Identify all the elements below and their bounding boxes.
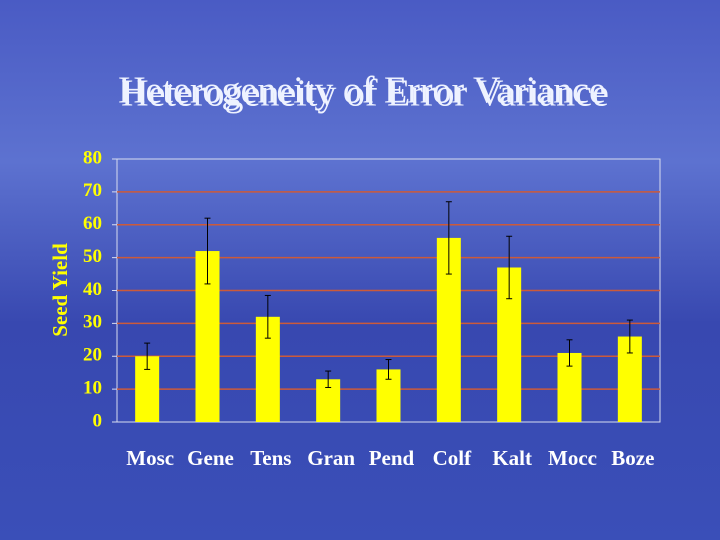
y-axis-label: Seed Yield	[48, 243, 72, 337]
error-bar	[144, 342, 151, 370]
error-bar	[385, 359, 392, 380]
x-tick-label: Gene	[187, 446, 234, 470]
x-tick-label: Mosc	[126, 446, 174, 470]
x-tick-label: Pend	[369, 446, 415, 470]
y-tick-label: 0	[93, 410, 103, 431]
chart-title: Heterogeneity of Error Variance	[118, 70, 606, 112]
y-tick-label: 60	[83, 213, 102, 234]
x-tick-label: Colf	[433, 446, 473, 470]
error-bar	[264, 294, 271, 339]
y-tick-label: 10	[83, 377, 102, 398]
y-tick-label: 70	[83, 180, 102, 201]
bar	[255, 316, 280, 422]
x-tick-label: Tens	[250, 446, 291, 470]
title-shadow: Heterogeneity of Error Variance	[121, 73, 609, 115]
error-bar	[566, 339, 573, 367]
y-tick-label: 20	[83, 345, 102, 366]
error-bar	[626, 319, 633, 354]
y-tick-label: 30	[83, 312, 102, 333]
error-bar	[506, 235, 513, 300]
x-tick-label: Mocc	[548, 446, 597, 470]
x-tick-label: Kalt	[492, 446, 532, 470]
bar	[497, 267, 522, 422]
y-tick-label: 40	[83, 279, 102, 300]
y-tick-label: 50	[83, 246, 102, 267]
x-tick-label: Gran	[307, 446, 355, 470]
y-tick-label: 80	[83, 147, 102, 168]
error-bar	[325, 370, 332, 388]
error-bar	[204, 217, 211, 285]
x-tick-label: Boze	[611, 446, 654, 470]
error-bar	[445, 201, 452, 275]
